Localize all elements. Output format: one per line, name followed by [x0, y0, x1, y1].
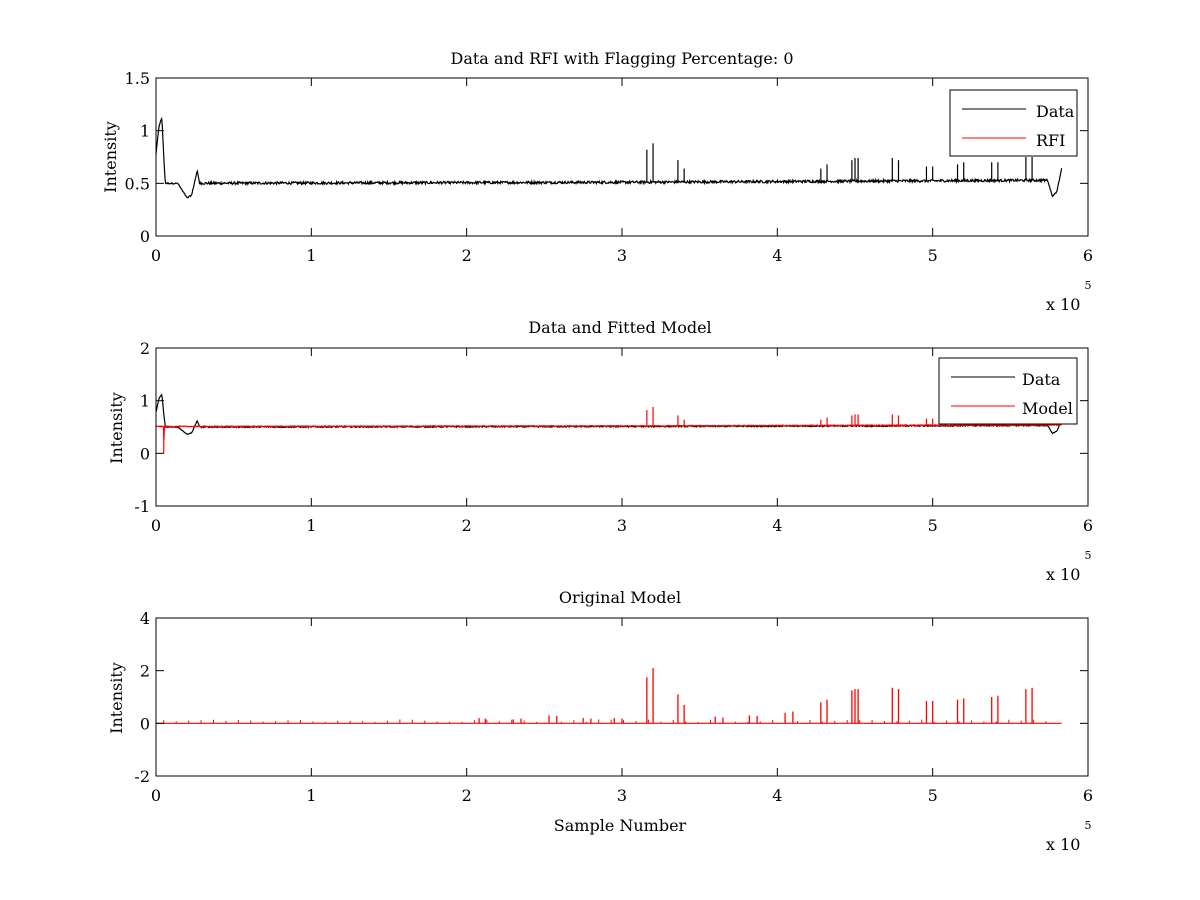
panel-3-x-multiplier: x 10 5: [1046, 819, 1091, 854]
panel-3-ytick-label-0: -2: [134, 767, 150, 786]
panel-1-xtick-label-2: 2: [462, 246, 472, 265]
panel-1-legend-data-label: Data: [1036, 102, 1075, 121]
panel-1-x-multiplier-base: x 10: [1046, 295, 1080, 314]
panel-3-series-group: [156, 668, 1062, 724]
panel-2-series-model-line: [155, 423, 1062, 440]
panel-1-series-data-line: [155, 116, 1063, 199]
panel-3-x-multiplier-base: x 10: [1046, 835, 1080, 854]
panel-2-xtick-label-3: 3: [617, 516, 627, 535]
panel-2-ytick-label-2: 1: [140, 392, 150, 411]
panel-3-xtick-label-4: 4: [772, 786, 782, 805]
panel-1-xtick-label-5: 5: [928, 246, 938, 265]
panel-3-xtick-label-1: 1: [306, 786, 316, 805]
panel-2-legend-data-label: Data: [1022, 370, 1061, 389]
panel-3-title: Original Model: [559, 588, 681, 607]
panel-1-ytick-label-0: 0: [140, 227, 150, 246]
panel-2-x-multiplier-exponent: 5: [1084, 549, 1091, 562]
panel-2-ytick-label-3: 2: [140, 339, 150, 358]
panel-1-xtick-label-1: 1: [306, 246, 316, 265]
panel-2-ytick-label-0: -1: [134, 497, 150, 516]
panel-1-xtick-label-3: 3: [617, 246, 627, 265]
panel-2-x-multiplier: x 10 5: [1046, 549, 1091, 584]
panel-2-ytick-label-1: 0: [140, 444, 150, 463]
panel-2-ylabel: Intensity: [107, 392, 126, 464]
panel-3: Original Model Intensity Sample Number x…: [107, 588, 1093, 854]
panel-3-ytick-label-1: 0: [140, 714, 150, 733]
panel-1-series-group: [155, 116, 1063, 199]
panel-1-legend-rfi-label: RFI: [1036, 131, 1065, 150]
panel-2: Data and Fitted Model Intensity x 10 5 0 1…: [107, 318, 1093, 584]
panel-3-xlabel: Sample Number: [554, 816, 687, 835]
panel-1-xtick-label-6: 6: [1083, 246, 1093, 265]
panel-3-ylabel: Intensity: [107, 662, 126, 734]
panel-1-xtick-label-0: 0: [151, 246, 161, 265]
panel-3-xtick-label-0: 0: [151, 786, 161, 805]
panel-1-xtick-label-4: 4: [772, 246, 782, 265]
panel-3-ytick-label-3: 4: [140, 609, 150, 628]
panel-2-xtick-label-5: 5: [928, 516, 938, 535]
panel-1-legend: Data RFI: [949, 89, 1078, 157]
panel-1-ylabel: Intensity: [101, 121, 120, 193]
panel-1-x-multiplier: x 10 5: [1046, 279, 1091, 314]
panel-2-xtick-label-0: 0: [151, 516, 161, 535]
panel-3-xtick-label-2: 2: [462, 786, 472, 805]
panel-1-legend-box: [949, 89, 1078, 157]
panel-3-xtick-label-3: 3: [617, 786, 627, 805]
panel-3-xtick-label-5: 5: [928, 786, 938, 805]
panel-2-legend-model-label: Model: [1022, 399, 1073, 418]
panel-1-x-multiplier-exponent: 5: [1084, 279, 1091, 292]
panel-2-legend: Data Model: [938, 357, 1078, 425]
panel-1-ytick-label-2: 1: [140, 122, 150, 141]
panel-1-title: Data and RFI with Flagging Percentage: 0: [450, 49, 793, 68]
panel-3-xtick-label-6: 6: [1083, 786, 1093, 805]
panel-2-title: Data and Fitted Model: [528, 318, 711, 337]
panel-2-legend-box: [938, 357, 1078, 425]
panel-2-xtick-label-4: 4: [772, 516, 782, 535]
panel-1: Data and RFI with Flagging Percentage: 0…: [101, 49, 1093, 314]
panel-2-xtick-label-2: 2: [462, 516, 472, 535]
panel-1-ytick-label-1: 0.5: [125, 174, 150, 193]
panel-2-x-multiplier-base: x 10: [1046, 565, 1080, 584]
panel-1-ytick-label-3: 1.5: [125, 69, 150, 88]
panel-3-x-multiplier-exponent: 5: [1084, 819, 1091, 832]
panel-3-ytick-label-2: 2: [140, 662, 150, 681]
panel-2-xtick-label-1: 1: [306, 516, 316, 535]
panel-2-xtick-label-6: 6: [1083, 516, 1093, 535]
